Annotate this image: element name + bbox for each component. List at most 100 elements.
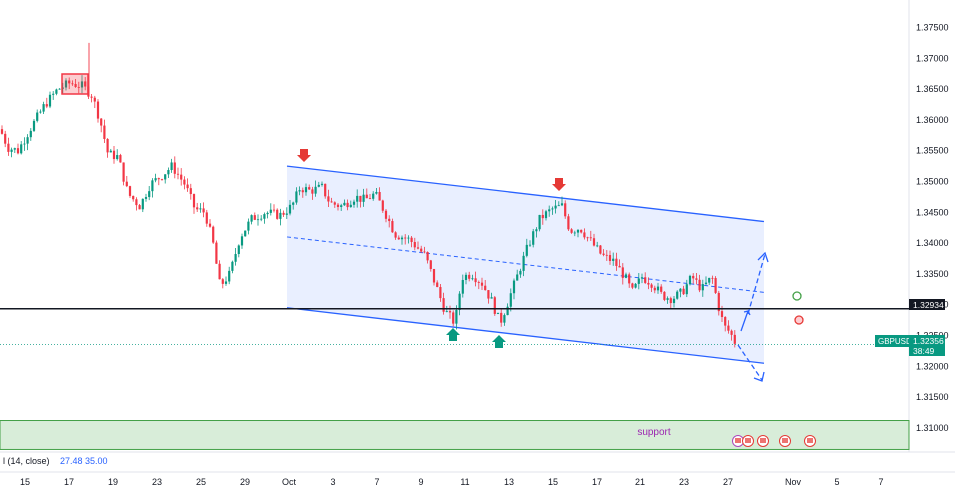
time-tick-label: 23 xyxy=(152,477,162,487)
candle-up xyxy=(557,205,560,207)
candle-up xyxy=(20,144,23,154)
price-tick-label: 1.31500 xyxy=(916,392,949,402)
candle-down xyxy=(324,183,327,197)
candle-down xyxy=(180,174,183,180)
projection-down-arrowhead xyxy=(753,371,765,382)
candle-down xyxy=(695,278,698,280)
flag-stripes-icon xyxy=(735,438,741,443)
candle-down xyxy=(698,279,701,291)
candle-down xyxy=(413,242,416,248)
candle-down xyxy=(381,200,384,211)
candle-down xyxy=(212,226,215,243)
time-tick-label: 15 xyxy=(20,477,30,487)
candle-up xyxy=(496,312,500,314)
candle-up xyxy=(29,130,32,138)
candle-down xyxy=(208,223,212,227)
candle-up xyxy=(116,155,119,160)
candle-down xyxy=(644,277,647,283)
candle-up xyxy=(679,288,682,292)
indicator-value-1: 27.48 xyxy=(60,456,83,466)
candle-up xyxy=(170,162,173,171)
price-tick-label: 1.34000 xyxy=(916,238,949,248)
candle-down xyxy=(426,252,429,261)
candle-up xyxy=(39,111,42,113)
candle-down xyxy=(7,143,10,152)
candle-down xyxy=(608,255,612,261)
flag-stripes-icon xyxy=(807,438,813,443)
candle-up xyxy=(304,187,308,193)
candle-up xyxy=(688,275,692,285)
price-tick-label: 1.36000 xyxy=(916,115,949,125)
time-tick-label: 27 xyxy=(723,477,733,487)
candle-up xyxy=(455,309,458,324)
candle-down xyxy=(112,150,116,160)
candle-up xyxy=(154,178,157,181)
candle-down xyxy=(442,298,445,312)
sell-arrow-icon xyxy=(297,149,311,162)
candle-down xyxy=(589,237,592,239)
candle-down xyxy=(647,282,650,285)
candle-up xyxy=(52,93,55,95)
candle-up xyxy=(260,218,263,220)
price-tick-label: 1.36500 xyxy=(916,84,949,94)
candle-up xyxy=(320,183,324,185)
candle-up xyxy=(295,191,298,203)
candle-down xyxy=(183,179,186,185)
price-tick-label: 1.33500 xyxy=(916,269,949,279)
support-label: support xyxy=(637,427,671,438)
candle-down xyxy=(128,186,132,196)
candle-down xyxy=(103,125,106,139)
time-tick-label: 9 xyxy=(418,477,423,487)
projection-up-line xyxy=(747,253,766,315)
candle-down xyxy=(100,118,103,126)
time-tick-label: 7 xyxy=(878,477,883,487)
candle-down xyxy=(711,277,714,279)
candle-up xyxy=(528,244,532,246)
candle-down xyxy=(432,268,436,283)
candle-down xyxy=(192,194,196,208)
candle-up xyxy=(263,214,266,219)
candle-down xyxy=(564,203,567,217)
candle-up xyxy=(250,215,253,222)
candle-down xyxy=(125,181,128,187)
candle-up xyxy=(61,87,64,89)
candle-up xyxy=(151,180,154,192)
price-tick-label: 1.32000 xyxy=(916,361,949,371)
candle-up xyxy=(224,281,228,284)
channel-upper-line xyxy=(286,165,765,223)
candle-down xyxy=(660,286,663,292)
candle-down xyxy=(628,274,631,284)
candle-down xyxy=(119,155,122,163)
price-tick-label: 1.37000 xyxy=(916,53,949,63)
candle-up xyxy=(490,297,493,299)
candle-down xyxy=(692,275,695,279)
candle-up xyxy=(58,88,61,90)
candle-up xyxy=(535,229,538,232)
candle-down xyxy=(423,251,426,253)
candle-up xyxy=(42,104,45,112)
candle-down xyxy=(586,237,589,239)
candle-down xyxy=(176,173,180,175)
candle-down xyxy=(436,282,439,288)
candle-down xyxy=(96,101,100,119)
countdown-text: 38:49 xyxy=(913,346,935,356)
candle-up xyxy=(266,212,269,215)
candle-up xyxy=(554,205,557,209)
candle-up xyxy=(23,143,26,145)
candle-up xyxy=(234,254,237,262)
candle-up xyxy=(506,306,509,316)
level-price-text: 1.32934 xyxy=(913,300,944,310)
candle-up xyxy=(624,274,628,278)
candle-down xyxy=(0,129,4,134)
candle-down xyxy=(724,317,727,326)
candle-down xyxy=(272,209,276,211)
candle-down xyxy=(282,212,285,215)
candle-up xyxy=(285,213,288,215)
candle-up xyxy=(256,219,260,221)
candle-up xyxy=(560,203,564,206)
candle-up xyxy=(637,278,640,284)
candle-down xyxy=(77,86,80,88)
last-price-text: 1.32356 xyxy=(913,336,944,346)
